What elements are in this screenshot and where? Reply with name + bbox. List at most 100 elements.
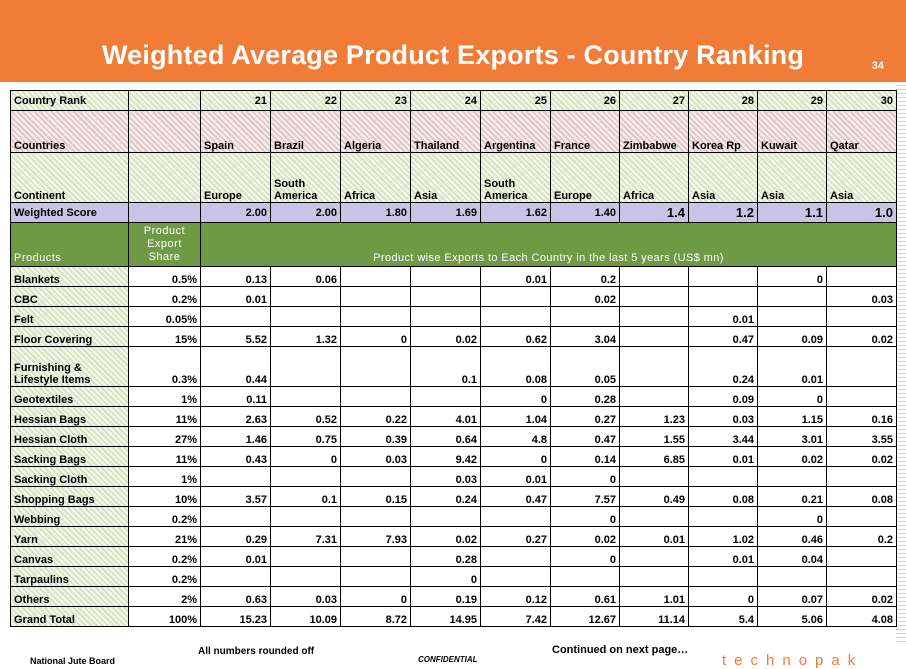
export-value-cell: 0.29 xyxy=(200,526,271,547)
weighted-score-cell: 2.00 xyxy=(270,202,341,223)
export-value-cell: 10.09 xyxy=(270,606,341,627)
export-value-cell xyxy=(480,546,551,567)
share-header-line: Export xyxy=(147,238,182,250)
export-value-cell: 0.03 xyxy=(340,446,411,467)
export-share-cell: 10% xyxy=(128,486,201,507)
export-value-cell: 0.08 xyxy=(480,346,551,387)
export-value-cell xyxy=(410,386,481,407)
export-value-cell: 3.44 xyxy=(688,426,758,447)
export-value-cell xyxy=(826,466,897,487)
country-rank-cell: 21 xyxy=(200,90,271,111)
export-value-cell: 7.31 xyxy=(270,526,341,547)
export-value-cell xyxy=(757,466,827,487)
right-edge-stripe xyxy=(896,82,906,644)
footer-org: National Jute Board xyxy=(30,656,116,666)
export-value-cell: 12.67 xyxy=(550,606,620,627)
export-value-cell: 0.27 xyxy=(550,406,620,427)
weighted-score-cell: 1.80 xyxy=(340,202,411,223)
country-rank-cell: 24 xyxy=(410,90,481,111)
weighted-score-cell: 1.69 xyxy=(410,202,481,223)
product-name-cell: Sacking Bags xyxy=(10,446,129,467)
export-value-cell: 5.4 xyxy=(688,606,758,627)
country-name-cell: Argentina xyxy=(480,110,551,153)
export-value-cell xyxy=(200,466,271,487)
country-ranking-table: Country Rank 21 22 23 24 25 26 27 28 29 30 Countrie… xyxy=(10,90,897,627)
country-rank-cell: 22 xyxy=(270,90,341,111)
export-value-cell xyxy=(757,286,827,307)
export-value-cell: 8.72 xyxy=(340,606,411,627)
continent-cell: South America xyxy=(480,152,551,203)
export-value-cell xyxy=(270,506,341,527)
export-value-cell xyxy=(340,286,411,307)
export-value-cell: 0.1 xyxy=(270,486,341,507)
weighted-score-cell: 1.40 xyxy=(550,202,620,223)
export-value-cell: 0.47 xyxy=(480,486,551,507)
export-value-cell xyxy=(480,306,551,327)
export-share-cell: 0.2% xyxy=(128,546,201,567)
export-value-cell xyxy=(757,566,827,587)
product-exports-description: Product wise Exports to Each Country in … xyxy=(200,222,897,267)
export-value-cell xyxy=(619,386,689,407)
export-value-cell: 1.46 xyxy=(200,426,271,447)
export-value-cell: 0.02 xyxy=(826,586,897,607)
export-value-cell: 0.61 xyxy=(550,586,620,607)
continent-cell: Europe xyxy=(200,152,271,203)
export-value-cell: 0.01 xyxy=(619,526,689,547)
export-value-cell xyxy=(826,386,897,407)
product-name-cell: CBC xyxy=(10,286,129,307)
weighted-score-cell: 1.0 xyxy=(826,202,897,223)
export-value-cell: 1.55 xyxy=(619,426,689,447)
export-share-cell: 0.5% xyxy=(128,266,201,287)
export-value-cell xyxy=(826,346,897,387)
continent-cell: Africa xyxy=(340,152,411,203)
export-value-cell: 0.01 xyxy=(480,266,551,287)
export-value-cell: 0.19 xyxy=(410,586,481,607)
export-share-cell: 15% xyxy=(128,326,201,347)
export-value-cell: 4.8 xyxy=(480,426,551,447)
export-value-cell: 0.02 xyxy=(757,446,827,467)
export-value-cell: 2.63 xyxy=(200,406,271,427)
export-value-cell xyxy=(340,546,411,567)
export-value-cell: 0.39 xyxy=(340,426,411,447)
export-value-cell: 0 xyxy=(340,586,411,607)
footer-confidential: CONFIDENTIAL xyxy=(418,655,478,664)
export-value-cell xyxy=(550,566,620,587)
export-value-cell xyxy=(270,386,341,407)
export-value-cell xyxy=(550,306,620,327)
export-value-cell: 0.75 xyxy=(270,426,341,447)
continent-cell: Europe xyxy=(550,152,620,203)
export-value-cell: 0.47 xyxy=(550,426,620,447)
export-share-cell: 11% xyxy=(128,406,201,427)
footer-continued: Continued on next page… xyxy=(552,644,689,656)
export-value-cell: 0 xyxy=(270,446,341,467)
export-value-cell: 0.03 xyxy=(270,586,341,607)
export-value-cell xyxy=(480,286,551,307)
export-share-cell: 1% xyxy=(128,386,201,407)
export-value-cell: 0.24 xyxy=(688,346,758,387)
export-value-cell: 0.2 xyxy=(826,526,897,547)
export-value-cell: 0 xyxy=(757,506,827,527)
export-value-cell: 5.52 xyxy=(200,326,271,347)
continent-cell: Asia xyxy=(757,152,827,203)
export-value-cell: 3.01 xyxy=(757,426,827,447)
export-value-cell xyxy=(688,506,758,527)
export-value-cell: 0 xyxy=(550,506,620,527)
continent-cell: Asia xyxy=(410,152,481,203)
export-value-cell: 4.01 xyxy=(410,406,481,427)
export-value-cell xyxy=(619,326,689,347)
country-name-cell: Qatar xyxy=(826,110,897,153)
export-value-cell: 0.44 xyxy=(200,346,271,387)
export-value-cell xyxy=(410,286,481,307)
export-value-cell: 0.09 xyxy=(688,386,758,407)
country-name-cell: Brazil xyxy=(270,110,341,153)
export-value-cell: 0 xyxy=(550,466,620,487)
weighted-score-cell: 1.1 xyxy=(757,202,827,223)
title-banner xyxy=(0,0,906,82)
export-value-cell: 0.01 xyxy=(688,306,758,327)
weighted-score-cell: 1.62 xyxy=(480,202,551,223)
export-value-cell xyxy=(340,266,411,287)
export-value-cell: 0 xyxy=(688,586,758,607)
export-value-cell: 0.12 xyxy=(480,586,551,607)
export-value-cell: 0.02 xyxy=(550,526,620,547)
export-value-cell: 3.55 xyxy=(826,426,897,447)
